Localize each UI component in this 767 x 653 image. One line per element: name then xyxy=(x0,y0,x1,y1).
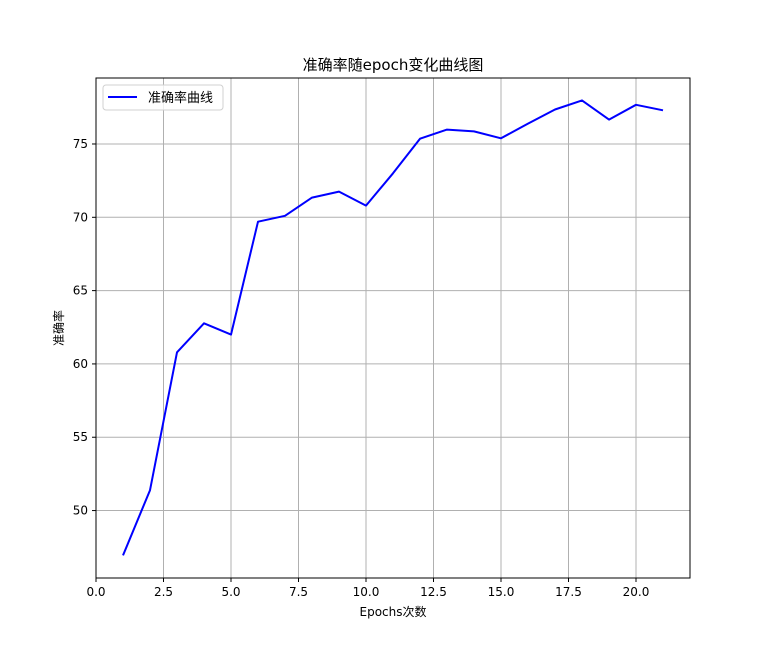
y-axis-label: 准确率 xyxy=(51,310,66,346)
x-tick-label: 20.0 xyxy=(623,585,650,599)
x-tick-label: 15.0 xyxy=(488,585,515,599)
x-tick-label: 0.0 xyxy=(86,585,105,599)
data-point xyxy=(311,197,313,199)
x-tick-label: 5.0 xyxy=(221,585,240,599)
x-tick-label: 7.5 xyxy=(289,585,308,599)
x-tick-label: 10.0 xyxy=(353,585,380,599)
data-point xyxy=(473,130,475,132)
chart-title: 准确率随epoch变化曲线图 xyxy=(303,56,484,74)
data-point xyxy=(608,119,610,121)
x-axis-label: Epochs次数 xyxy=(360,604,427,619)
data-point xyxy=(365,205,367,207)
y-tick-label: 65 xyxy=(73,284,88,298)
x-tick-label: 2.5 xyxy=(154,585,173,599)
data-point xyxy=(338,191,340,193)
y-tick-label: 50 xyxy=(73,504,88,518)
data-point xyxy=(527,123,529,125)
data-point xyxy=(203,322,205,324)
data-point xyxy=(581,99,583,101)
y-axis-ticks: 50 55 60 65 70 75 xyxy=(73,137,96,518)
data-point xyxy=(635,104,637,106)
data-point xyxy=(392,172,394,174)
legend: 准确率曲线 xyxy=(102,84,224,111)
legend-box xyxy=(102,84,224,111)
data-point xyxy=(230,334,232,336)
x-tick-label: 12.5 xyxy=(420,585,447,599)
x-axis-ticks: 0.0 2.5 5.0 7.5 10.0 12.5 15.0 17.5 20.0 xyxy=(86,578,649,599)
data-point xyxy=(284,215,286,217)
data-point xyxy=(662,109,664,111)
data-point xyxy=(122,554,124,556)
grid-lines xyxy=(95,78,690,578)
data-point xyxy=(500,137,502,139)
data-point xyxy=(446,129,448,131)
data-point xyxy=(176,351,178,353)
data-point xyxy=(419,138,421,140)
series-line-accuracy xyxy=(122,99,664,556)
y-tick-label: 70 xyxy=(73,210,88,224)
legend-label: 准确率曲线 xyxy=(148,90,213,106)
x-tick-label: 17.5 xyxy=(555,585,582,599)
series-lines xyxy=(122,99,664,556)
data-point xyxy=(554,109,556,111)
y-tick-label: 75 xyxy=(73,137,88,151)
data-point xyxy=(257,221,259,223)
y-tick-label: 55 xyxy=(73,430,88,444)
data-point xyxy=(149,489,151,491)
axes-frame xyxy=(95,77,691,579)
y-tick-label: 60 xyxy=(73,357,88,371)
